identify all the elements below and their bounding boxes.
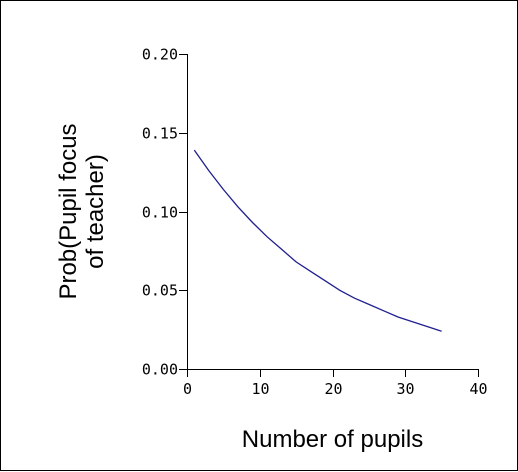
- y-axis-title-line-2: of teacher): [82, 154, 109, 269]
- x-axis-title: Number of pupils: [242, 426, 423, 453]
- y-axis-title-line-1: Prob(Pupil focus: [55, 123, 82, 299]
- series-line: [193, 149, 442, 332]
- y-tick-label: 0.20: [142, 46, 178, 64]
- x-tick-label: 20: [324, 380, 342, 398]
- y-ticks: 0.00 0.05 0.10 0.15 0.20: [142, 46, 187, 379]
- x-tick-label: 10: [251, 380, 269, 398]
- series-layer: [193, 149, 442, 332]
- y-tick-label: 0.00: [142, 361, 178, 379]
- y-tick-label: 0.05: [142, 282, 178, 300]
- x-tick-label: 30: [396, 380, 414, 398]
- x-tick-label: 0: [183, 380, 192, 398]
- x-ticks: 0 10 20 30 40: [183, 369, 488, 398]
- y-tick-label: 0.10: [142, 204, 178, 222]
- y-tick-label: 0.15: [142, 125, 178, 143]
- x-tick-label: 40: [469, 380, 487, 398]
